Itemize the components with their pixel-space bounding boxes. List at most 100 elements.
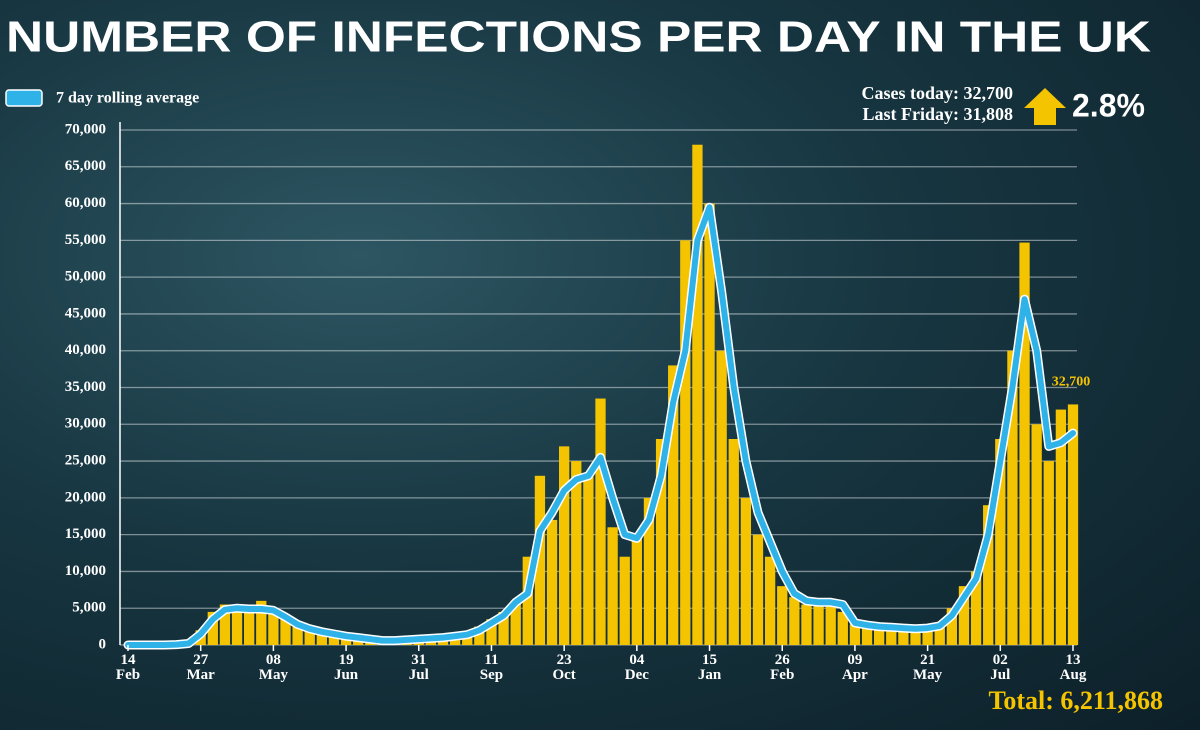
bar [777, 586, 788, 645]
bar [825, 604, 836, 645]
bar [970, 571, 982, 645]
bar [1055, 409, 1067, 645]
x-tick-label: 09 Apr [842, 652, 868, 683]
bar [219, 604, 231, 645]
y-tick-label: 50,000 [65, 269, 106, 285]
bar [231, 608, 243, 645]
bar [692, 144, 703, 645]
bar [740, 497, 752, 645]
legend-swatch [5, 89, 43, 107]
bar [619, 556, 630, 645]
bar [546, 519, 558, 645]
bar [813, 600, 824, 645]
bar [922, 626, 933, 645]
bar [559, 446, 570, 645]
bar [316, 633, 327, 645]
bar [304, 630, 315, 645]
x-tick-label: 13 Aug [1059, 652, 1087, 683]
bar [583, 475, 594, 645]
bar [728, 439, 739, 645]
y-tick-label: 40,000 [65, 342, 106, 358]
y-tick-label: 55,000 [65, 232, 106, 248]
bar [946, 608, 957, 645]
last-friday: Last Friday: 31,808 [863, 104, 1014, 124]
bar [1031, 424, 1042, 645]
bar [498, 611, 509, 645]
bar [534, 475, 546, 645]
bar [280, 619, 291, 645]
bar [292, 626, 303, 645]
bar [207, 611, 218, 645]
bar [861, 626, 873, 645]
cases-today: Cases today: 32,700 [862, 83, 1014, 103]
y-tick-label: 60,000 [65, 195, 106, 211]
x-tick-label: 08 May [258, 652, 288, 683]
x-tick-label: 26 Feb [770, 652, 795, 683]
bar [643, 497, 655, 645]
bar [1019, 242, 1030, 646]
up-arrow [1024, 88, 1066, 125]
y-tick-label: 45,000 [65, 305, 106, 321]
bar [668, 365, 679, 645]
bar [571, 461, 582, 645]
y-tick-label: 15,000 [65, 526, 106, 542]
bar [995, 439, 1006, 645]
bar [837, 611, 848, 645]
y-tick-label: 35,000 [65, 379, 106, 395]
bar [983, 505, 994, 645]
rolling-average-line [125, 204, 1076, 648]
y-tick-label: 70,000 [65, 121, 106, 137]
bar [1067, 404, 1079, 645]
bar [910, 629, 921, 645]
bar [752, 534, 764, 645]
x-tick-label: 21 May [913, 652, 943, 683]
bar [898, 628, 909, 645]
bar [268, 609, 279, 645]
x-tick-label: 02 Jul [990, 652, 1011, 683]
legend-label: 7 day rolling average [56, 90, 199, 107]
bar [522, 556, 533, 645]
bar [256, 600, 267, 645]
bar [655, 439, 667, 645]
y-tick-label: 20,000 [65, 489, 106, 505]
bar [1043, 461, 1054, 645]
bar [934, 622, 945, 645]
bar [789, 597, 800, 645]
bar [764, 556, 776, 645]
bar [716, 350, 727, 645]
value-label: 32,700 [1052, 375, 1091, 390]
x-tick-label: 14 Feb [115, 652, 141, 683]
change-percent: 2.8% [1072, 87, 1145, 123]
bar [886, 628, 897, 645]
y-tick-label: 25,000 [65, 453, 106, 469]
y-tick-label: 5,000 [72, 600, 106, 616]
x-tick-label: 04 Dec [624, 652, 649, 683]
bar [328, 635, 340, 645]
bar [801, 604, 812, 645]
y-tick-label: 10,000 [65, 563, 106, 579]
bar [244, 606, 255, 645]
x-tick-label: 11 Sep [479, 652, 504, 683]
bar [849, 624, 861, 645]
chart-title: NUMBER OF INFECTIONS PER DAY IN THE UK [6, 13, 1151, 62]
y-tick-label: 30,000 [65, 416, 106, 432]
bar [474, 626, 485, 645]
bar [958, 586, 970, 645]
bar [874, 628, 885, 645]
bar [631, 534, 642, 645]
total: Total: 6,211,868 [988, 686, 1163, 715]
x-tick-label: 31 Jul [408, 652, 429, 683]
x-tick-label: 15 Jan [697, 652, 722, 683]
x-tick-label: 23 Oct [552, 652, 576, 683]
bar [680, 240, 691, 645]
x-tick-label: 27 Mar [186, 652, 215, 683]
bar [510, 600, 521, 645]
bar [595, 398, 606, 645]
y-tick-label: 0 [99, 636, 107, 652]
y-tick-label: 65,000 [65, 158, 106, 174]
bar [1007, 350, 1018, 645]
bar [340, 637, 352, 645]
bar [704, 203, 715, 646]
